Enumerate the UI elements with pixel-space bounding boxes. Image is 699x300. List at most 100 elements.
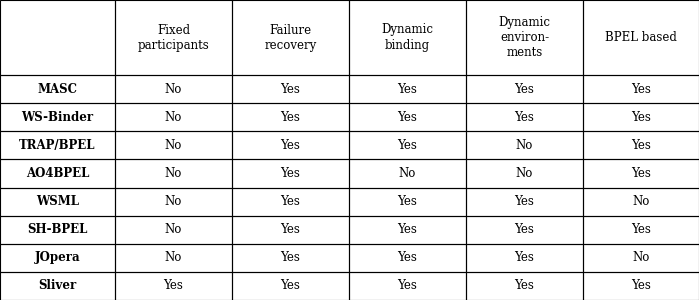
Bar	[115, 272, 232, 300]
Bar	[0, 159, 115, 188]
Text: Yes: Yes	[514, 195, 535, 208]
Bar	[115, 103, 232, 131]
Bar	[466, 131, 583, 159]
Text: Yes: Yes	[514, 279, 535, 292]
Bar	[115, 75, 232, 103]
Bar	[115, 159, 232, 188]
Bar	[115, 0, 232, 75]
Bar	[583, 272, 699, 300]
Text: Yes: Yes	[514, 82, 535, 96]
Text: Yes: Yes	[280, 139, 301, 152]
Bar	[349, 0, 466, 75]
Text: No: No	[399, 167, 416, 180]
Bar	[466, 75, 583, 103]
Text: No: No	[516, 167, 533, 180]
Text: Failure
recovery: Failure recovery	[264, 23, 317, 52]
Bar	[232, 188, 349, 216]
Text: Yes: Yes	[398, 82, 417, 96]
Text: Yes: Yes	[280, 195, 301, 208]
Bar	[232, 159, 349, 188]
Text: Yes: Yes	[280, 223, 301, 236]
Bar	[0, 0, 115, 75]
Bar	[0, 75, 115, 103]
Text: Yes: Yes	[280, 279, 301, 292]
Text: No: No	[165, 111, 182, 124]
Text: Yes: Yes	[398, 195, 417, 208]
Text: SH-BPEL: SH-BPEL	[27, 223, 87, 236]
Bar	[232, 75, 349, 103]
Bar	[466, 188, 583, 216]
Text: Yes: Yes	[398, 139, 417, 152]
Text: Yes: Yes	[631, 223, 651, 236]
Text: No: No	[633, 195, 649, 208]
Text: Yes: Yes	[631, 139, 651, 152]
Text: Fixed
participants: Fixed participants	[138, 23, 210, 52]
Text: Yes: Yes	[514, 111, 535, 124]
Text: Sliver: Sliver	[38, 279, 77, 292]
Bar	[583, 188, 699, 216]
Text: No: No	[165, 82, 182, 96]
Bar	[232, 272, 349, 300]
Text: Yes: Yes	[631, 279, 651, 292]
Bar	[466, 103, 583, 131]
Text: Yes: Yes	[398, 111, 417, 124]
Text: Yes: Yes	[164, 279, 183, 292]
Bar	[349, 216, 466, 244]
Bar	[583, 0, 699, 75]
Text: WS-Binder: WS-Binder	[22, 111, 94, 124]
Text: Dynamic
environ-
ments: Dynamic environ- ments	[498, 16, 551, 59]
Text: No: No	[165, 223, 182, 236]
Bar	[232, 244, 349, 272]
Bar	[349, 75, 466, 103]
Text: No: No	[165, 251, 182, 264]
Bar	[232, 131, 349, 159]
Text: AO4BPEL: AO4BPEL	[26, 167, 89, 180]
Bar	[115, 216, 232, 244]
Text: MASC: MASC	[38, 82, 78, 96]
Text: No: No	[165, 139, 182, 152]
Text: Yes: Yes	[398, 251, 417, 264]
Text: Yes: Yes	[631, 82, 651, 96]
Bar	[583, 103, 699, 131]
Text: Yes: Yes	[631, 167, 651, 180]
Bar	[466, 216, 583, 244]
Text: No: No	[516, 139, 533, 152]
Bar	[583, 131, 699, 159]
Bar	[583, 216, 699, 244]
Text: WSML: WSML	[36, 195, 79, 208]
Text: Yes: Yes	[280, 82, 301, 96]
Bar	[0, 188, 115, 216]
Bar	[115, 188, 232, 216]
Text: Yes: Yes	[631, 111, 651, 124]
Text: Yes: Yes	[280, 111, 301, 124]
Bar	[232, 216, 349, 244]
Bar	[232, 103, 349, 131]
Bar	[349, 188, 466, 216]
Text: Yes: Yes	[398, 279, 417, 292]
Bar	[583, 159, 699, 188]
Bar	[466, 244, 583, 272]
Bar	[232, 0, 349, 75]
Text: BPEL based: BPEL based	[605, 31, 677, 44]
Text: No: No	[165, 167, 182, 180]
Bar	[349, 131, 466, 159]
Bar	[466, 272, 583, 300]
Text: Yes: Yes	[514, 251, 535, 264]
Bar	[0, 244, 115, 272]
Text: Yes: Yes	[280, 167, 301, 180]
Text: TRAP/BPEL: TRAP/BPEL	[20, 139, 96, 152]
Bar	[466, 159, 583, 188]
Text: Dynamic
binding: Dynamic binding	[382, 23, 433, 52]
Text: No: No	[633, 251, 649, 264]
Bar	[0, 216, 115, 244]
Bar	[349, 272, 466, 300]
Bar	[349, 103, 466, 131]
Text: No: No	[165, 195, 182, 208]
Bar	[115, 131, 232, 159]
Bar	[466, 0, 583, 75]
Text: Yes: Yes	[398, 223, 417, 236]
Text: JOpera: JOpera	[35, 251, 80, 264]
Bar	[583, 75, 699, 103]
Bar	[349, 159, 466, 188]
Text: Yes: Yes	[280, 251, 301, 264]
